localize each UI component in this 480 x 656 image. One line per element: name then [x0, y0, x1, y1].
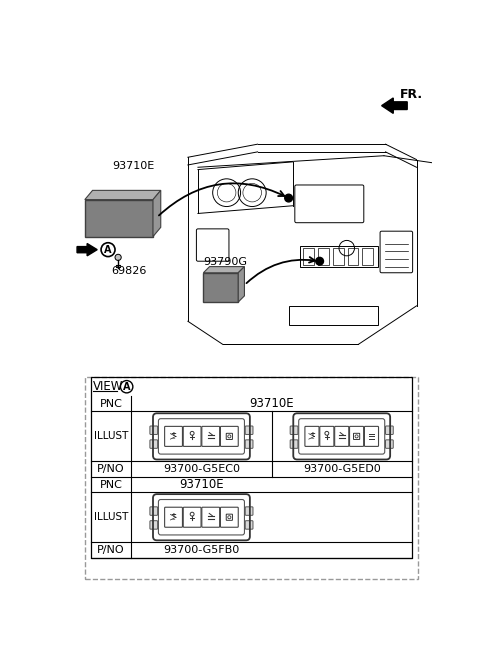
Bar — [348, 248, 359, 265]
Text: 93710E: 93710E — [112, 161, 154, 171]
Text: –: – — [310, 436, 314, 441]
Text: +: + — [309, 431, 315, 437]
FancyBboxPatch shape — [290, 440, 298, 448]
Text: A: A — [104, 245, 112, 255]
Text: +: + — [170, 512, 177, 518]
Text: 69826: 69826 — [111, 266, 146, 276]
Text: –: – — [172, 516, 175, 523]
Text: 93790G: 93790G — [204, 257, 247, 267]
FancyBboxPatch shape — [245, 440, 253, 448]
Circle shape — [285, 194, 292, 202]
Circle shape — [115, 255, 121, 260]
Bar — [91, 377, 412, 558]
Polygon shape — [153, 190, 161, 237]
Bar — [288, 306, 378, 325]
Polygon shape — [204, 273, 238, 302]
Text: FR.: FR. — [399, 88, 422, 100]
Text: 93710E: 93710E — [249, 397, 294, 410]
Text: 93700-G5ED0: 93700-G5ED0 — [303, 464, 381, 474]
FancyBboxPatch shape — [150, 440, 157, 448]
Text: 93700-G5FB0: 93700-G5FB0 — [163, 545, 240, 555]
Polygon shape — [85, 199, 153, 237]
Text: PNC: PNC — [100, 399, 122, 409]
Text: +: + — [170, 431, 177, 437]
Text: ILLUST: ILLUST — [94, 512, 128, 522]
Text: P/NO: P/NO — [97, 545, 125, 555]
Polygon shape — [382, 98, 407, 113]
FancyBboxPatch shape — [150, 521, 157, 529]
FancyBboxPatch shape — [245, 426, 253, 434]
Polygon shape — [85, 190, 161, 199]
Bar — [318, 248, 329, 265]
FancyBboxPatch shape — [290, 426, 298, 434]
Text: VIEW: VIEW — [93, 380, 123, 393]
Text: 93710E: 93710E — [179, 478, 224, 491]
Text: P/NO: P/NO — [97, 464, 125, 474]
FancyBboxPatch shape — [245, 521, 253, 529]
FancyBboxPatch shape — [150, 507, 157, 516]
Polygon shape — [238, 266, 244, 302]
FancyBboxPatch shape — [385, 440, 393, 448]
Polygon shape — [204, 266, 244, 273]
Bar — [362, 248, 373, 265]
Text: ILLUST: ILLUST — [94, 432, 128, 441]
Circle shape — [316, 257, 324, 265]
Polygon shape — [77, 243, 97, 256]
Text: –: – — [172, 436, 175, 441]
FancyBboxPatch shape — [150, 426, 157, 434]
Bar — [300, 246, 378, 268]
Text: A: A — [123, 382, 131, 392]
Bar — [333, 248, 344, 265]
Bar — [303, 248, 314, 265]
FancyBboxPatch shape — [245, 507, 253, 516]
Text: 93700-G5EC0: 93700-G5EC0 — [163, 464, 240, 474]
FancyBboxPatch shape — [385, 426, 393, 434]
Text: PNC: PNC — [100, 480, 122, 489]
